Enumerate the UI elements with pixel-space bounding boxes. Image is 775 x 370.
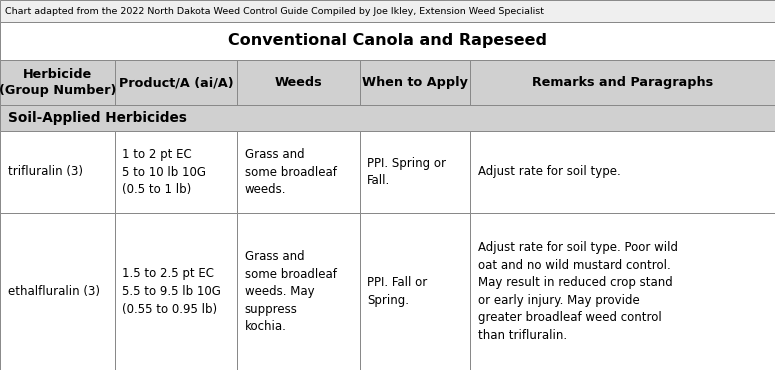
Bar — [360, 213, 470, 370]
Text: Remarks and Paragraphs: Remarks and Paragraphs — [532, 76, 713, 89]
Text: Soil-Applied Herbicides: Soil-Applied Herbicides — [8, 111, 187, 125]
Text: 1 to 2 pt EC
5 to 10 lb 10G
(0.5 to 1 lb): 1 to 2 pt EC 5 to 10 lb 10G (0.5 to 1 lb… — [122, 148, 206, 196]
Bar — [470, 60, 775, 105]
Bar — [237, 213, 360, 370]
Text: Product/A (ai/A): Product/A (ai/A) — [119, 76, 233, 89]
Text: Chart adapted from the 2022 North Dakota Weed Control Guide Compiled by Joe Ikle: Chart adapted from the 2022 North Dakota… — [5, 7, 544, 16]
Bar — [0, 105, 775, 131]
Bar — [470, 131, 775, 213]
Bar — [237, 131, 360, 213]
Text: Grass and
some broadleaf
weeds. May
suppress
kochia.: Grass and some broadleaf weeds. May supp… — [245, 250, 337, 333]
Bar — [115, 213, 237, 370]
Text: Adjust rate for soil type.: Adjust rate for soil type. — [478, 165, 621, 178]
Bar — [470, 213, 775, 370]
Text: Herbicide
(Group Number): Herbicide (Group Number) — [0, 68, 116, 97]
Text: 1.5 to 2.5 pt EC
5.5 to 9.5 lb 10G
(0.55 to 0.95 lb): 1.5 to 2.5 pt EC 5.5 to 9.5 lb 10G (0.55… — [122, 268, 222, 316]
Text: Weeds: Weeds — [274, 76, 322, 89]
Bar — [0, 22, 775, 60]
Text: Adjust rate for soil type. Poor wild
oat and no wild mustard control.
May result: Adjust rate for soil type. Poor wild oat… — [478, 241, 678, 342]
Text: PPI. Fall or
Spring.: PPI. Fall or Spring. — [367, 276, 428, 307]
Text: Grass and
some broadleaf
weeds.: Grass and some broadleaf weeds. — [245, 148, 337, 196]
Bar — [360, 131, 470, 213]
Bar — [0, 0, 775, 22]
Bar — [0, 131, 115, 213]
Bar — [0, 213, 115, 370]
Bar — [237, 60, 360, 105]
Text: Conventional Canola and Rapeseed: Conventional Canola and Rapeseed — [228, 34, 547, 48]
Bar — [0, 60, 115, 105]
Text: ethalfluralin (3): ethalfluralin (3) — [8, 285, 100, 298]
Text: trifluralin (3): trifluralin (3) — [8, 165, 83, 178]
Text: PPI. Spring or
Fall.: PPI. Spring or Fall. — [367, 157, 446, 187]
Bar — [115, 60, 237, 105]
Text: When to Apply: When to Apply — [362, 76, 468, 89]
Bar — [360, 60, 470, 105]
Bar — [115, 131, 237, 213]
